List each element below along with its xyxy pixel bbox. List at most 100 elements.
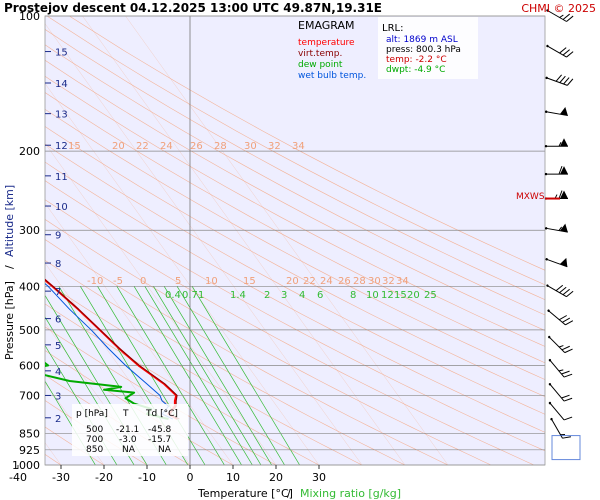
altitude-tick-label: 3 (55, 391, 61, 402)
y-axis-label-sep: / (3, 265, 16, 269)
theta-label: 30 (244, 141, 257, 152)
theta-label: 20 (112, 141, 125, 152)
theta-label: 34 (396, 276, 409, 287)
altitude-tick-label: 15 (55, 48, 68, 59)
dry-adiabat-line (45, 143, 545, 415)
pressure-tick-label: 200 (19, 145, 40, 158)
altitude-tick-label: 11 (55, 172, 68, 183)
series-line-temperature (45, 278, 178, 420)
table-cell: 500 (86, 425, 103, 435)
theta-label: 20 (286, 276, 299, 287)
x-tick-label: -10 (138, 471, 156, 484)
mixing-ratio-label: 1.4 (230, 290, 246, 301)
table-header-p: p [hPa] (76, 409, 108, 419)
altitude-tick-label: 6 (55, 315, 61, 326)
theta-label: 28 (214, 141, 227, 152)
theta-label: 30 (368, 276, 381, 287)
wind-barbs (544, 9, 581, 461)
pressure-tick-label: 700 (19, 389, 40, 402)
y-axis-label-pressure: Pressure [hPa] (3, 281, 16, 360)
x-tick-label: 20 (269, 471, 283, 484)
wind-barb (550, 417, 572, 439)
mixing-ratio-label: 2 (264, 290, 270, 301)
altitude-tick-label: 8 (55, 259, 61, 270)
table-cell: 700 (86, 435, 103, 445)
legend-wet-bulb: wet bulb temp. (298, 71, 366, 81)
altitude-tick-label: 10 (55, 202, 68, 213)
legend-virt-temp: virt.temp. (298, 49, 342, 59)
lrl-dwpt: dwpt: -4.9 °C (386, 65, 445, 75)
mixing-ratio-label: 6 (317, 290, 323, 301)
plot-frame (44, 15, 546, 466)
mixing-ratio-line (176, 286, 285, 465)
theta-labels: 15 20 22 24 26 28 30 32 34-10 -5 0 5 10 15 20 22 24 26 28 3… (68, 141, 409, 287)
theta-label: 10 (205, 276, 218, 287)
surface-wind-box (551, 435, 581, 461)
table-cell: -15.7 (148, 435, 171, 445)
dry-adiabat-line (45, 75, 545, 347)
wind-barb (544, 223, 568, 233)
wind-barb (548, 383, 573, 402)
wind-barb (547, 309, 574, 326)
pressure-tick-label: 100 (19, 10, 40, 23)
theta-label: 24 (160, 141, 173, 152)
lrl-title: LRL: (382, 23, 403, 34)
chart-title: Prostejov descent 04.12.2025 13:00 UTC 4… (4, 1, 382, 15)
pressure-tick-label: 300 (19, 224, 40, 237)
altitude-tick-label: 2 (55, 414, 61, 425)
theta-label: 24 (320, 276, 333, 287)
mixing-ratio-label: 10 (366, 290, 379, 301)
mixing-ratio-label: 1 (198, 290, 204, 301)
moist-adiabat-line (45, 23, 363, 465)
moist-adiabat-line (125, 16, 449, 465)
theta-label: 22 (136, 141, 149, 152)
wind-barb (548, 335, 573, 354)
altitude-tick-label: 14 (55, 79, 68, 90)
lrl-press: press: 800.3 hPa (386, 45, 461, 55)
altitude-tick-label: 9 (55, 231, 61, 242)
mixing-ratio-line (191, 286, 300, 465)
pressure-tick-label: 925 (19, 444, 40, 457)
y-axis-label: Pressure [hPa] / Altitude [km] (3, 185, 16, 360)
table-header-td: Td [°C] (145, 409, 178, 419)
plot-area (45, 16, 545, 465)
theta-label: 22 (303, 276, 316, 287)
table-cell: NA (158, 445, 172, 455)
altitude-tick-label: 4 (55, 367, 61, 378)
theta-label: 28 (353, 276, 366, 287)
pressure-tick-label: 400 (19, 280, 40, 293)
moist-adiabat-line (45, 83, 320, 465)
lrl-alt: alt: 1869 m ASL (386, 35, 458, 45)
pressure-tick-label: 850 (19, 427, 40, 440)
wind-barb (544, 138, 568, 148)
x-axis-label-temp: Temperature [°C] (197, 487, 293, 500)
x-tick-label: -30 (52, 471, 70, 484)
lrl-temp: temp: -2.2 °C (386, 55, 447, 65)
wind-barb (546, 9, 574, 22)
moist-adiabat-line (45, 322, 148, 465)
credit[interactable]: CHMI © 2025 (521, 2, 596, 15)
legend-title: EMAGRAM (298, 19, 355, 32)
mixing-ratio-label: 12 (381, 290, 394, 301)
pressure-tick-label: 600 (19, 359, 40, 372)
lrl-box: LRL: alt: 1869 m ASL press: 800.3 hPa te… (378, 17, 478, 79)
theta-label: 0 (140, 276, 146, 287)
legend-dew-point: dew point (298, 60, 343, 70)
legend: EMAGRAM temperature virt.temp. dew point… (298, 19, 366, 81)
altitude-tick-label: 7 (55, 287, 61, 298)
mixing-ratio-label: 25 (424, 290, 437, 301)
mixing-ratio-label: 4 (299, 290, 305, 301)
mixing-ratio-label: 20 (407, 290, 420, 301)
dry-adiabat-line (46, 16, 545, 286)
theta-label: 32 (382, 276, 395, 287)
wind-barb (544, 106, 568, 117)
theta-label: 32 (268, 141, 281, 152)
x-tick-label: 30 (312, 471, 326, 484)
theta-label: 5 (175, 276, 181, 287)
moist-adiabat-line (82, 16, 406, 465)
wind-barb (546, 284, 574, 298)
mixing-ratio-labels: 0.4 0.7 1 1.4 2 3 4 6 8 10 12 15 20 25 (165, 290, 437, 301)
